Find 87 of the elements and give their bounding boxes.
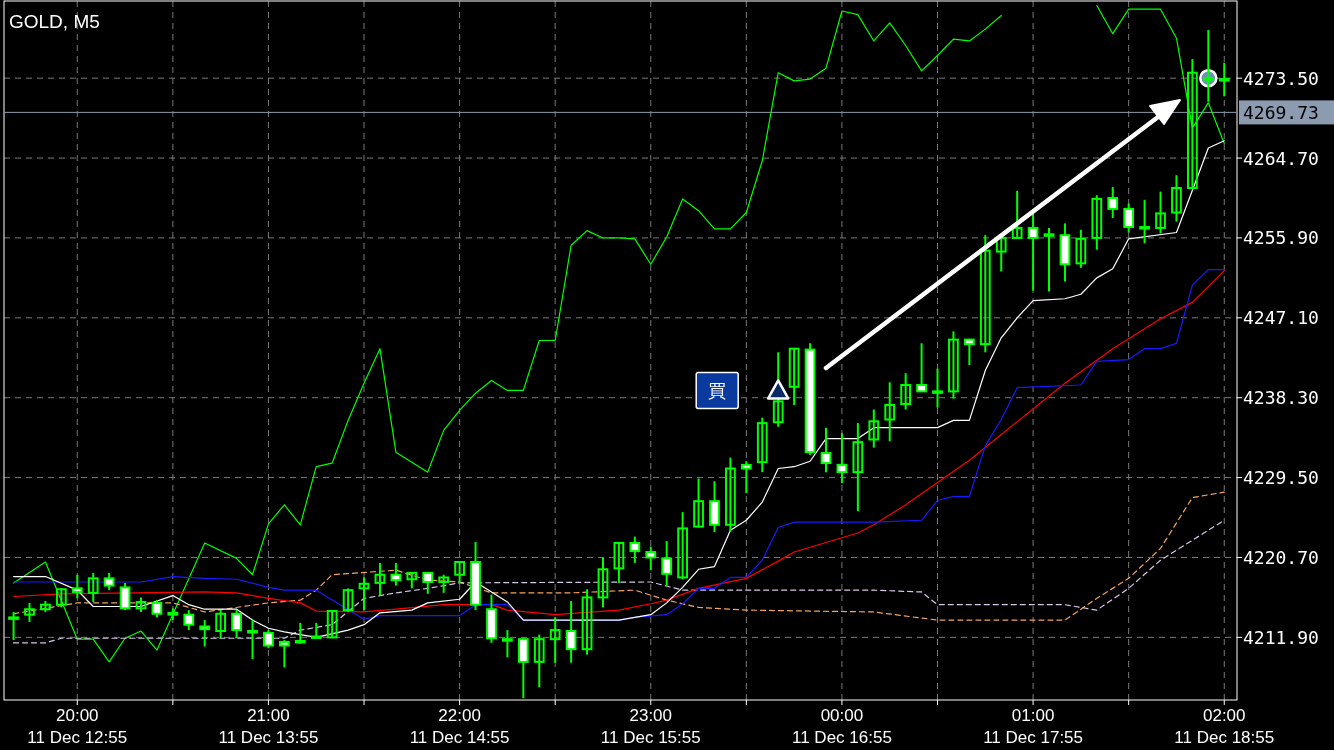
candlestick — [1043, 226, 1055, 293]
candlestick — [1123, 202, 1135, 234]
candlestick — [645, 545, 657, 572]
candlestick — [294, 621, 306, 645]
x2-tick-label: 01:00 — [1011, 705, 1055, 725]
y-tick-label: 4220.70 — [1243, 546, 1319, 568]
candlestick — [693, 477, 704, 529]
candlestick — [8, 610, 19, 642]
candlestick — [725, 456, 736, 534]
candlestick — [661, 540, 673, 587]
candlestick — [438, 573, 450, 594]
candlestick — [342, 587, 354, 613]
candlestick — [1011, 189, 1023, 239]
candlestick — [1187, 58, 1198, 190]
y-tick-label: 4247.10 — [1243, 307, 1319, 329]
candlestick — [677, 511, 689, 581]
candlestick — [788, 347, 800, 406]
x-tick-label: 11 Dec 18:55 — [1174, 727, 1275, 747]
candlestick — [709, 480, 720, 534]
candlestick — [900, 372, 912, 411]
x2-tick-label: 21:00 — [247, 705, 290, 725]
x2-tick-label: 02:00 — [1202, 705, 1246, 725]
candlestick — [119, 581, 131, 612]
candlestick — [756, 416, 768, 474]
x-tick-label: 11 Dec 17:55 — [983, 727, 1084, 747]
candlestick — [71, 573, 83, 600]
candlestick — [884, 381, 896, 443]
x-tick-label: 11 Dec 16:55 — [791, 727, 892, 747]
candlestick — [820, 426, 832, 474]
candlestick — [629, 535, 641, 564]
candlestick — [390, 561, 402, 587]
x2-tick-label: 23:00 — [629, 705, 673, 725]
candlestick — [772, 351, 784, 428]
candlestick — [1091, 194, 1103, 251]
candlestick — [326, 609, 338, 640]
candlestick — [932, 367, 943, 409]
x-tick-label: 11 Dec 15:55 — [600, 727, 701, 747]
buy-signal: 買 — [695, 371, 790, 410]
candlestick — [1171, 174, 1182, 223]
annotation: 買 — [708, 379, 727, 401]
candlestick — [24, 601, 35, 623]
candlestick — [533, 633, 545, 689]
candlestick — [1155, 190, 1166, 235]
candlestick — [278, 639, 290, 669]
x-tick-label: 11 Dec 13:55 — [218, 727, 319, 747]
x-tick-label: 11 Dec 14:55 — [409, 727, 510, 747]
x2-tick-label: 00:00 — [820, 705, 864, 725]
candlestick — [916, 342, 927, 393]
candlestick — [215, 609, 227, 640]
candlestick — [740, 460, 752, 495]
candlestick — [597, 556, 609, 609]
candlestick — [948, 330, 959, 400]
x2-tick-label: 22:00 — [438, 705, 481, 725]
candlestick — [374, 561, 386, 597]
candlestick — [183, 609, 195, 632]
y-tick-label: 4264.70 — [1243, 147, 1319, 169]
candlestick — [358, 576, 370, 612]
candlestick — [979, 234, 991, 354]
candlestick — [247, 619, 258, 661]
y-tick-label: 4238.30 — [1243, 387, 1319, 409]
candlestick — [422, 571, 434, 595]
candlestick — [1202, 29, 1214, 103]
candlestick — [1075, 228, 1087, 269]
candlestick — [1139, 198, 1150, 245]
candlestick — [55, 587, 67, 609]
y-tick-label: 4211.90 — [1243, 626, 1319, 648]
x-tick-label: 11 Dec 12:55 — [27, 727, 128, 747]
candlestick — [1027, 212, 1039, 292]
y-tick-label: 4273.50 — [1243, 67, 1319, 89]
candlestick — [549, 616, 561, 664]
candlestick — [836, 432, 848, 485]
x2-tick-label: 20:00 — [56, 705, 99, 725]
candlestick — [1218, 61, 1230, 98]
candlestick — [852, 422, 864, 513]
candlestick — [868, 408, 880, 449]
candlestick — [963, 337, 975, 367]
y-tick-label: 4255.90 — [1243, 227, 1319, 249]
candlestick — [87, 571, 99, 603]
text: GOLD, M5 — [9, 10, 100, 32]
candlestick — [613, 541, 625, 584]
candlestick — [454, 561, 465, 584]
candlestick — [1107, 186, 1119, 219]
candlestick — [581, 588, 593, 656]
candlestick — [199, 619, 211, 648]
candlestick — [502, 629, 513, 659]
ref-line-label: 4269.73 — [1243, 101, 1319, 123]
y-tick-label: 4229.50 — [1243, 467, 1319, 489]
